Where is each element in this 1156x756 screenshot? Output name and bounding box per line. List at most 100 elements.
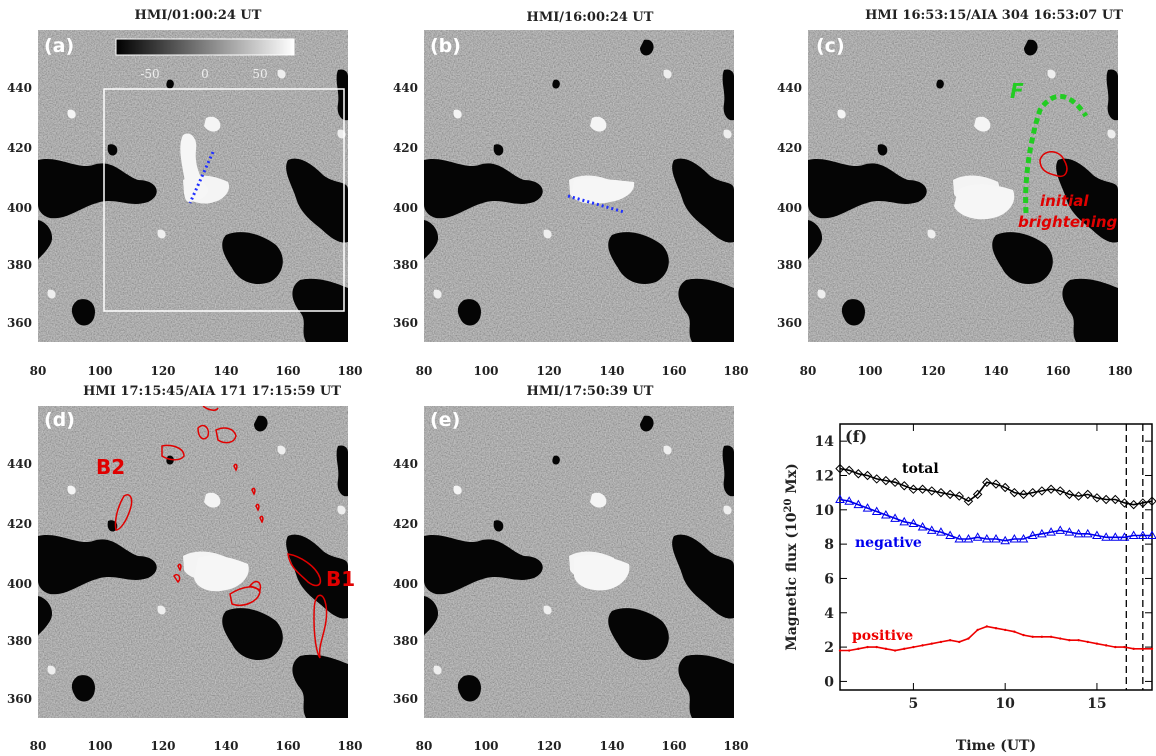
data-point: [972, 532, 983, 541]
x-tick-label: 180: [337, 364, 362, 378]
y-tick-label: 380: [393, 258, 418, 272]
data-point: [1119, 532, 1130, 541]
data-point: [1137, 530, 1148, 540]
data-point: [1055, 486, 1065, 496]
x-tick-label: 5: [909, 696, 919, 712]
brightening-contours: [114, 406, 328, 659]
data-point: [903, 647, 906, 651]
x-tick-label: 80: [800, 364, 817, 378]
data-point: [1000, 482, 1010, 493]
x-tick-label: 160: [1045, 364, 1070, 378]
magnetogram: F initial brightening: [808, 30, 1118, 342]
data-point: [1073, 528, 1084, 538]
data-point: [1046, 527, 1056, 536]
data-point: [1141, 647, 1145, 651]
y-tick-label: 380: [7, 634, 32, 648]
y-tick-label: 380: [393, 634, 418, 648]
data-point: [853, 469, 864, 479]
magnetogram: B2 B1: [38, 406, 355, 718]
filament-trace: [1023, 93, 1089, 214]
y-tick-label: 400: [7, 201, 32, 215]
panel-d: HMI 17:15:45/AIA 171 17:15:59 UT: [7, 384, 363, 753]
panel-title: HMI/17:50:39 UT: [527, 384, 654, 399]
data-point: [917, 484, 928, 494]
y-tick-label: 400: [393, 577, 418, 591]
data-point: [835, 494, 845, 504]
data-point: [927, 486, 937, 496]
data-point: [908, 484, 919, 494]
data-point: [1104, 644, 1108, 647]
data-point: [976, 628, 979, 632]
data-point: [991, 533, 1001, 543]
data-point: [881, 475, 891, 486]
data-point: [908, 518, 919, 528]
y-tick-label: 380: [777, 258, 802, 272]
y-tick-label: 420: [777, 141, 802, 155]
data-point: [1101, 494, 1111, 505]
panel-label: (c): [816, 35, 845, 57]
data-point: [1027, 530, 1038, 540]
data-point: [899, 516, 910, 526]
x-tick-label: 100: [857, 364, 882, 378]
x-tick-label: 160: [275, 364, 300, 378]
y-tick-label: 440: [393, 457, 418, 471]
x-tick-label: 120: [536, 739, 561, 753]
data-point: [1092, 493, 1102, 503]
data-point: [1031, 635, 1034, 638]
panel-title: HMI/16:00:24 UT: [527, 10, 654, 25]
data-point: [936, 527, 946, 536]
x-tick-label: 100: [87, 739, 112, 753]
data-point: [1101, 532, 1111, 541]
data-point: [1138, 498, 1148, 508]
data-point: [948, 639, 952, 642]
data-point: [1110, 532, 1121, 541]
data-point: [862, 503, 873, 512]
x-tick-label: 80: [30, 739, 47, 753]
y-tick-label: 420: [393, 141, 418, 155]
y-tick-label: 420: [7, 517, 32, 531]
data-point: [1064, 527, 1075, 536]
data-point: [1009, 487, 1020, 498]
y-tick-label: 360: [393, 692, 418, 706]
x-tick-label: 120: [536, 364, 561, 378]
y-tick-label: 360: [7, 692, 32, 706]
data-point: [890, 477, 900, 488]
colorbar: [115, 38, 295, 56]
y-tick-label: 360: [777, 316, 802, 330]
x-tick-label: 140: [983, 364, 1008, 378]
data-point: [1119, 498, 1130, 508]
data-point: [881, 509, 891, 519]
x-tick-label: 140: [213, 739, 238, 753]
data-point: [954, 491, 965, 501]
data-point: [1037, 528, 1047, 538]
panel-b: HMI/16:00:24 UT (b) 80 100 120 140 160 180 44…: [393, 10, 749, 378]
y-tick-label: 400: [777, 201, 802, 215]
x-tick-label: 140: [599, 364, 624, 378]
panel-label: (a): [44, 35, 74, 57]
data-point: [958, 640, 961, 644]
panel-label: (e): [430, 409, 460, 431]
x-axis-label: Time (UT): [956, 738, 1036, 754]
filament-label: F: [1010, 79, 1024, 103]
x-tick-label: 100: [473, 739, 498, 753]
data-point: [835, 463, 845, 474]
panel-a: HMI/01:00:24 UT -50 0 50 (a) 80 100 120 140…: [7, 8, 363, 378]
data-point: [981, 533, 992, 543]
initial-label: initial: [1040, 192, 1089, 210]
data-point: [893, 649, 897, 652]
panel-c: HMI 16:53:15/AIA 304 16:53:07 UT F initi…: [777, 8, 1133, 378]
data-point: [847, 649, 851, 652]
data-point: [1059, 637, 1062, 640]
y-tick-label: 440: [393, 81, 418, 95]
y-tick-label: 0: [824, 674, 834, 690]
x-tick-label: 80: [30, 364, 47, 378]
data-point: [1128, 499, 1139, 510]
panel-title: HMI 17:15:45/AIA 171 17:15:59 UT: [83, 384, 341, 399]
data-point: [1049, 635, 1053, 638]
y-tick-label: 6: [824, 571, 834, 587]
data-point: [1147, 530, 1156, 540]
data-point: [945, 489, 955, 500]
x-tick-label: 15: [1087, 696, 1106, 712]
data-point: [1150, 647, 1154, 651]
data-point: [930, 642, 933, 645]
